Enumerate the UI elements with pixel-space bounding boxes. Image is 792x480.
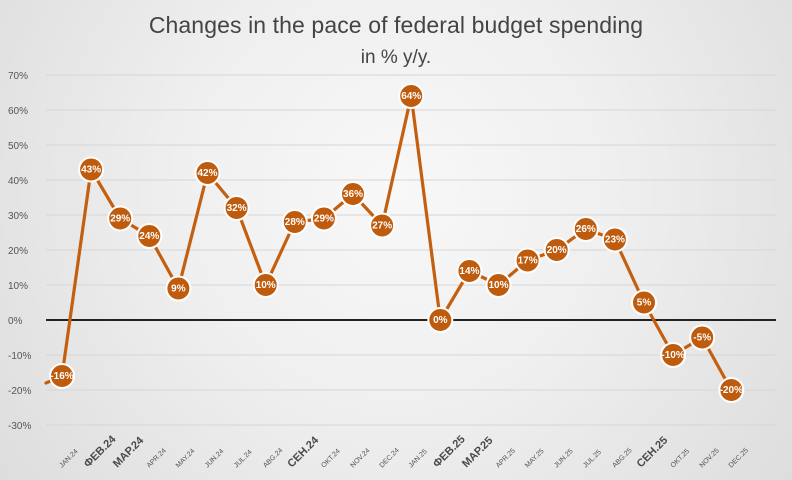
- x-tick-label: СЕН.25: [635, 434, 671, 470]
- y-tick-label: 70%: [8, 71, 28, 82]
- data-point-marker: [689, 324, 716, 351]
- data-label: 29%: [314, 214, 334, 225]
- y-tick-label: 40%: [8, 176, 28, 187]
- chart-subtitle: in % y/y.: [360, 47, 432, 68]
- x-tick-label: DEC.25: [728, 447, 750, 469]
- data-label: 23%: [605, 235, 625, 246]
- x-tick-label: APR.25: [495, 447, 517, 469]
- data-point-marker: [136, 223, 163, 249]
- data-point-marker: [194, 160, 221, 186]
- data-label: 64%: [401, 91, 421, 102]
- x-tick-label: JUL.25: [582, 449, 603, 470]
- data-point-marker: [223, 195, 250, 221]
- y-tick-label: 0%: [8, 316, 23, 327]
- data-label: 32%: [227, 203, 247, 214]
- y-tick-label: 60%: [8, 106, 28, 117]
- series-layer: [44, 83, 745, 403]
- data-point-marker: [369, 212, 396, 239]
- y-tick-label: 10%: [8, 281, 28, 292]
- data-label: 43%: [81, 165, 101, 176]
- y-tick-label: -10%: [8, 351, 31, 362]
- x-tick-label: СЕН.24: [285, 434, 321, 470]
- x-tick-label: JUL.24: [233, 449, 254, 470]
- data-label: 27%: [372, 221, 392, 232]
- x-tick-label: OKT.24: [320, 448, 342, 470]
- x-tick-label: JUN.25: [553, 448, 575, 470]
- data-point-marker: [456, 258, 483, 284]
- data-point-marker: [49, 363, 75, 389]
- x-tick-label: JUN.24: [204, 448, 226, 470]
- data-point-marker: [485, 272, 512, 298]
- data-point-marker: [601, 226, 628, 253]
- y-tick-label: 50%: [8, 141, 28, 152]
- data-label: 5%: [637, 298, 652, 309]
- x-tick-label: JAN.25: [408, 448, 429, 469]
- axis-layer: -30% -20% -10% 0% 10% 20% 30% 40% 50% 60% 70% JAN.2…: [8, 71, 750, 470]
- data-point-marker: [165, 275, 192, 302]
- data-label: -10%: [661, 350, 684, 361]
- data-label: 36%: [343, 189, 363, 200]
- x-tick-label: APR.24: [146, 447, 168, 469]
- x-tick-label: JAN.24: [58, 448, 79, 469]
- data-point-marker: [252, 272, 279, 298]
- x-tick-label: NOV.24: [349, 447, 371, 469]
- data-point-marker: [78, 156, 105, 183]
- data-label: 42%: [197, 168, 217, 179]
- data-label: 14%: [459, 266, 479, 277]
- data-point-marker: [281, 209, 308, 235]
- x-tick-label: АВG.24: [262, 447, 284, 469]
- data-label: 0%: [433, 315, 448, 326]
- x-tick-label: OKT.25: [670, 448, 692, 470]
- chart-title: Changes in the pace of federal budget sp…: [148, 12, 644, 38]
- data-point-marker: [543, 237, 570, 263]
- data-point-marker: [718, 377, 745, 403]
- x-tick-label: МАР.24: [111, 434, 147, 470]
- data-label: 10%: [488, 280, 508, 291]
- x-tick-label: ABG.25: [611, 447, 633, 469]
- y-tick-label: 20%: [8, 246, 28, 257]
- data-point-marker: [107, 205, 134, 232]
- x-tick-label: NOV.25: [699, 447, 721, 469]
- data-label: 20%: [547, 245, 567, 256]
- data-point-marker: [572, 216, 599, 242]
- data-label: 26%: [576, 224, 596, 235]
- data-label: -16%: [50, 371, 73, 382]
- y-tick-label: 30%: [8, 211, 28, 222]
- labels-layer: -16% 43% 29% 24% 9% 42% 32% 10% 28% 29% 36% 27% 64% 0…: [50, 91, 743, 396]
- data-point-marker: [514, 247, 541, 274]
- data-point-marker: [427, 307, 454, 333]
- data-label: 10%: [256, 280, 276, 291]
- data-point-marker: [340, 181, 366, 207]
- x-tick-label: DEC.24: [379, 447, 401, 469]
- data-point-marker: [631, 289, 657, 316]
- data-label: 17%: [518, 256, 538, 267]
- data-label: -5%: [693, 333, 711, 344]
- data-label: -20%: [720, 385, 743, 396]
- data-label: 29%: [110, 214, 130, 225]
- y-tick-label: -20%: [8, 386, 31, 397]
- data-point-marker: [660, 342, 687, 368]
- y-tick-label: -30%: [8, 421, 31, 432]
- x-tick-label: MAY.24: [175, 448, 197, 470]
- data-label: 9%: [171, 284, 186, 295]
- x-tick-label: MAY.25: [524, 448, 546, 470]
- data-point-marker: [310, 205, 337, 232]
- data-label: 28%: [285, 217, 305, 228]
- data-label: 24%: [139, 231, 159, 242]
- data-point-marker: [398, 83, 425, 109]
